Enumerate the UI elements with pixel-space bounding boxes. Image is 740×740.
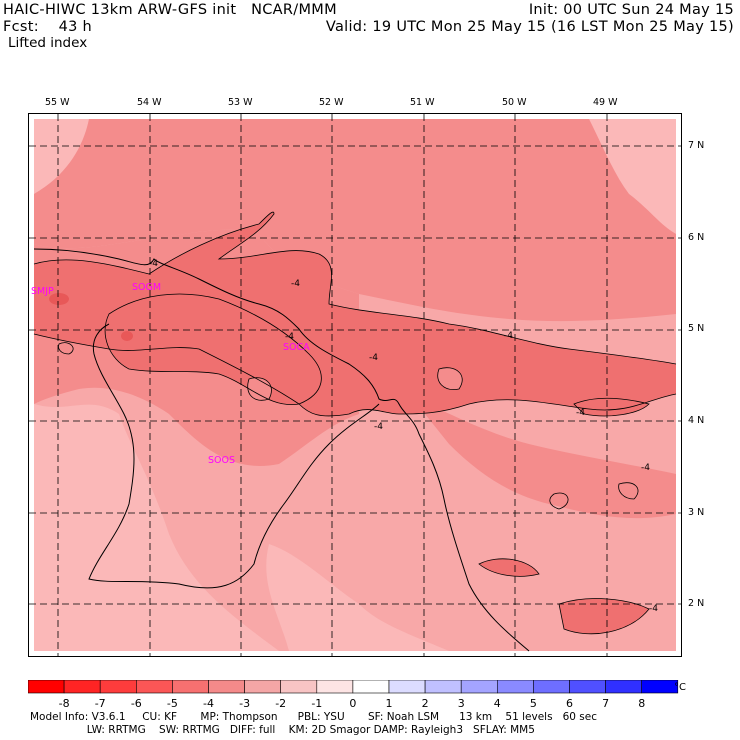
colorbar-unit: °C: [674, 682, 686, 693]
lat-label: 4 N: [688, 415, 705, 426]
lat-label: 7 N: [688, 140, 705, 151]
contour-label: -4: [374, 422, 383, 432]
forecast-hour: Fcst: 43 h: [3, 19, 93, 35]
field-medium-north: [34, 119, 676, 322]
init-time: Init: 00 UTC Sun 24 May 15: [528, 2, 734, 18]
colorbar-box: [388, 680, 426, 694]
contour-label: -4: [149, 259, 158, 269]
colorbar-tick-label: 1: [386, 697, 393, 710]
colorbar-tick-label: -3: [239, 697, 250, 710]
model-info-line2: LW: RRTMG SW: RRTMG DIFF: full KM: 2D Sm…: [30, 724, 535, 736]
contour-label: -4: [291, 279, 300, 289]
station-label: SOCA: [283, 342, 310, 353]
field-medium-dark-coast: [105, 294, 322, 405]
field-hole: [247, 377, 272, 401]
field-very-light-nw: [34, 119, 89, 194]
station-label: SMJP: [31, 286, 54, 297]
colorbar-tick-label: -1: [311, 697, 322, 710]
lifted-index-map: -4 -4 -4 -4 -4 -4 -4 -4 -4 SMJP SOGM SOC…: [29, 114, 681, 656]
colorbar-tick-label: 8: [638, 697, 645, 710]
colorbar-box: [352, 680, 390, 694]
colorbar-box: [28, 680, 65, 694]
colorbar-box: [136, 680, 173, 694]
lon-label: 51 W: [410, 97, 435, 108]
colorbar-box: [63, 680, 101, 694]
colorbar-tick-label: 0: [349, 697, 356, 710]
field-very-light-sw: [34, 404, 279, 651]
lon-label: 55 W: [45, 97, 70, 108]
contour-label: -4: [649, 604, 658, 614]
lon-label: 52 W: [319, 97, 344, 108]
lon-label: 54 W: [137, 97, 162, 108]
valid-time: Valid: 19 UTC Mon 25 May 15 (16 LST Mon …: [325, 19, 734, 35]
colorbar-box: [208, 680, 245, 694]
field-name: Lifted index: [8, 35, 88, 51]
colorbar-box: [533, 680, 570, 694]
model-info-line1: Model Info: V3.6.1 CU: KF MP: Thompson P…: [30, 711, 597, 723]
coastline: [33, 248, 530, 652]
colorbar-box: [99, 680, 137, 694]
colorbar-tick-label: -7: [95, 697, 106, 710]
colorbar-tick-label: 7: [602, 697, 609, 710]
field-dark-spot: [49, 293, 69, 305]
colorbar-tick-label: -8: [59, 697, 70, 710]
colorbar-tick-label: -6: [131, 697, 142, 710]
colorbar-tick-label: 6: [566, 697, 573, 710]
colorbar-tick-label: 2: [422, 697, 429, 710]
field-hole: [437, 367, 463, 390]
colorbar-box: [316, 680, 354, 694]
field-very-light-ne: [589, 119, 676, 234]
lat-label: 3 N: [688, 507, 705, 518]
field-medium-dark-blob: [574, 398, 649, 416]
colorbar-boxes: [28, 680, 679, 694]
lon-label: 49 W: [593, 97, 618, 108]
colorbar-box: [172, 680, 209, 694]
lat-label: 5 N: [688, 323, 705, 334]
title-left: HAIC-HIWC 13km ARW-GFS init NCAR/MMM: [3, 2, 337, 18]
colorbar-tick-label: -5: [167, 697, 178, 710]
lat-label: 6 N: [688, 232, 705, 243]
lat-label: 2 N: [688, 598, 705, 609]
contour-label: -4: [369, 353, 378, 363]
colorbar-box: [496, 680, 534, 694]
field-very-light-s: [266, 544, 449, 651]
colorbar-box: [244, 680, 282, 694]
station-label: SOOS: [208, 455, 235, 466]
stations: SMJP SOGM SOCA SOOS: [31, 282, 310, 466]
colorbar-tick-label: 5: [530, 697, 537, 710]
colorbar-box: [280, 680, 318, 694]
contour-label: -4: [641, 463, 650, 473]
lon-label: 50 W: [502, 97, 527, 108]
colorbar-box: [569, 680, 606, 694]
colorbar-tick-label: -2: [275, 697, 286, 710]
colorbar-tick-label: -4: [203, 697, 214, 710]
colorbar: -8 -7 -6 -5 -4 -3 -2 -1 0 1 2 3 4 5 6 7 8 °C: [28, 680, 686, 710]
map-panel: -4 -4 -4 -4 -4 -4 -4 -4 -4 SMJP SOGM SOC…: [28, 113, 682, 657]
contour-value-labels: -4 -4 -4 -4 -4 -4 -4 -4 -4: [149, 259, 658, 614]
field-medium-dark-band: [34, 212, 676, 416]
field-medium-dark-blob: [559, 598, 649, 634]
field-dark-spot: [121, 331, 133, 341]
contour-lines: [33, 211, 677, 635]
contour-label: -4: [285, 332, 294, 342]
field-medium-east: [409, 394, 676, 519]
colorbar-box: [460, 680, 498, 694]
colorbar-tick-label: 4: [494, 697, 501, 710]
lon-label: 53 W: [228, 97, 253, 108]
graticule: [29, 114, 681, 656]
colorbar-box: [641, 680, 679, 694]
station-label: SOGM: [132, 282, 161, 293]
colorbar-box: [424, 680, 462, 694]
contour-label: -4: [576, 408, 585, 418]
colorbar-box: [605, 680, 642, 694]
contour-label: -4: [504, 331, 513, 341]
colorbar-labels: -8 -7 -6 -5 -4 -3 -2 -1 0 1 2 3 4 5 6 7 8: [59, 697, 646, 710]
colorbar-tick-label: 3: [458, 697, 465, 710]
